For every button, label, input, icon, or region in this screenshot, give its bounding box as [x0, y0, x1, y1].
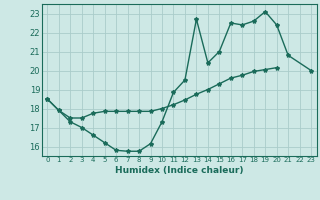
- X-axis label: Humidex (Indice chaleur): Humidex (Indice chaleur): [115, 166, 244, 175]
